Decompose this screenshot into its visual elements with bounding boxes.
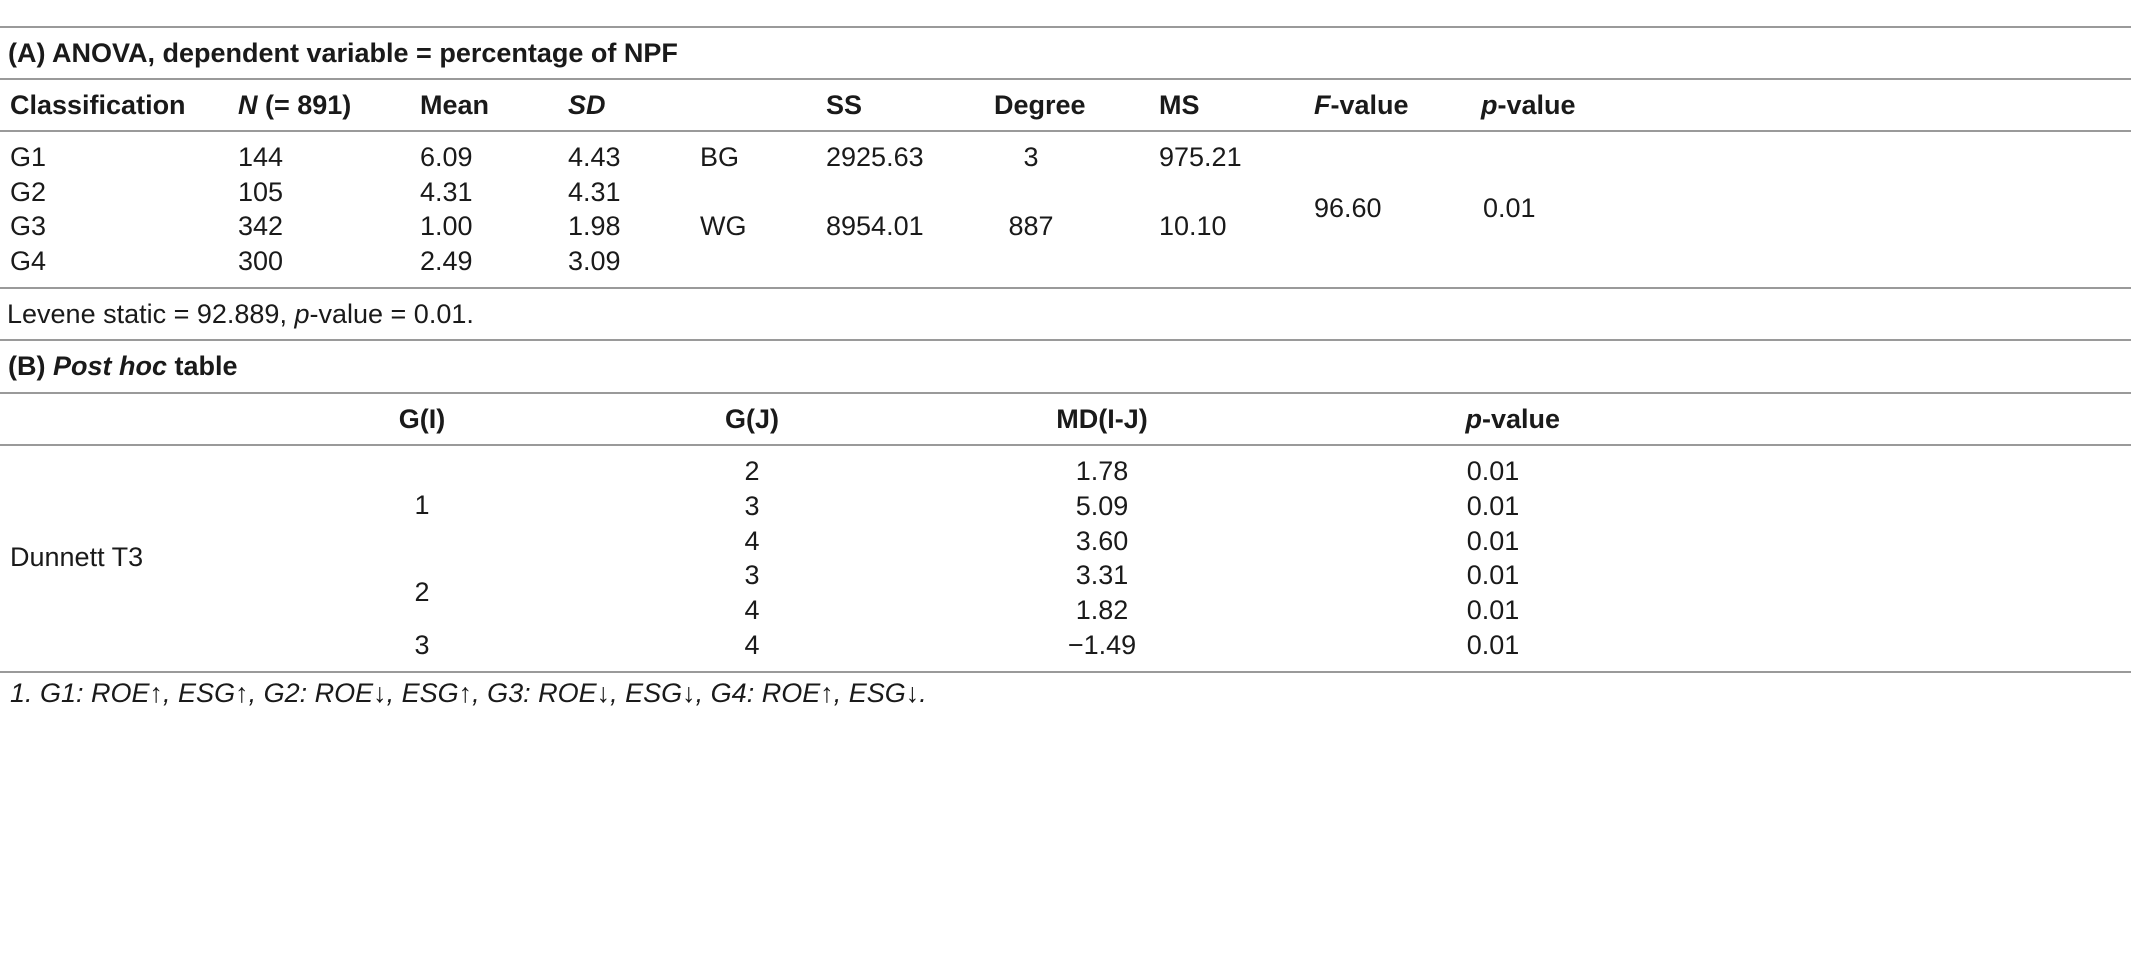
header-p-suffix: -value <box>1497 90 1576 120</box>
bg-ms: 975.21 <box>1159 142 1242 172</box>
header-ss: SS <box>826 90 863 120</box>
levene-prefix: Levene static = 92.889, <box>7 299 295 329</box>
wg-ms: 10.10 <box>1159 211 1227 241</box>
header-degree: Degree <box>994 90 1086 120</box>
b-p-value: 0.01 <box>1466 560 1520 590</box>
section-a-title: (A) ANOVA, dependent variable = percenta… <box>8 38 678 68</box>
row-mean: 6.09 <box>420 142 473 172</box>
row-n: 300 <box>238 246 284 276</box>
gi-label: 1 <box>414 490 430 520</box>
header-mean: Mean <box>420 90 490 120</box>
md-value: 5.09 <box>1075 491 1129 521</box>
header-sd: SD <box>568 90 606 120</box>
rule-a-header <box>0 130 2131 132</box>
rule-levene <box>0 339 2131 341</box>
header-b-p-suffix: -value <box>1481 404 1560 434</box>
md-value: 1.82 <box>1075 595 1129 625</box>
f-value: 96.60 <box>1314 193 1382 223</box>
row-sd: 1.98 <box>568 211 621 241</box>
rule-a-body <box>0 287 2131 289</box>
header-md: MD(I-J) <box>1056 404 1148 434</box>
header-f-suffix: -value <box>1330 90 1409 120</box>
section-b-title: (B) Post hoc table <box>8 350 238 382</box>
rule-b-title <box>0 392 2131 394</box>
row-n: 342 <box>238 211 284 241</box>
wg-degree: 887 <box>1008 211 1054 241</box>
gj-value: 2 <box>744 456 760 486</box>
header-n-symbol: N <box>238 90 258 120</box>
b-p-value: 0.01 <box>1466 526 1520 556</box>
section-b-title-suffix: table <box>167 351 238 381</box>
header-p-value: p-value <box>1481 89 1576 121</box>
header-gj: G(J) <box>725 404 779 434</box>
top-cut-text-area <box>0 0 2131 12</box>
row-mean: 4.31 <box>420 177 473 207</box>
b-p-value: 0.01 <box>1466 595 1520 625</box>
row-n: 105 <box>238 177 284 207</box>
header-classification: Classification <box>10 90 186 120</box>
rule-b-body <box>0 671 2131 673</box>
p-value: 0.01 <box>1483 193 1536 223</box>
levene-suffix: -value = 0.01. <box>309 299 474 329</box>
row-sd: 4.31 <box>568 177 621 207</box>
b-p-value: 0.01 <box>1466 630 1520 660</box>
gi-label: 2 <box>414 577 430 607</box>
md-value: 1.78 <box>1075 456 1129 486</box>
row-group: G1 <box>10 142 47 172</box>
levene-note: Levene static = 92.889, p-value = 0.01. <box>7 298 474 330</box>
b-p-value: 0.01 <box>1466 456 1520 486</box>
rule-top <box>0 26 2131 28</box>
row-mean: 1.00 <box>420 211 473 241</box>
section-b-title-prefix: (B) <box>8 351 53 381</box>
gi-label: 3 <box>414 630 430 660</box>
header-b-p-value: p-value <box>1465 403 1560 435</box>
footnote: 1. G1: ROE↑, ESG↑, G2: ROE↓, ESG↑, G3: R… <box>10 678 927 708</box>
header-f-symbol: F <box>1314 90 1331 120</box>
header-p-symbol: p <box>1481 90 1498 120</box>
section-b-title-italic: Post hoc <box>52 351 167 381</box>
header-n: N (= 891) <box>238 89 351 121</box>
row-n: 144 <box>238 142 284 172</box>
gj-value: 4 <box>744 595 760 625</box>
rule-b-header <box>0 444 2131 446</box>
header-f-value: F-value <box>1314 89 1409 121</box>
gj-value: 4 <box>744 630 760 660</box>
b-p-value: 0.01 <box>1466 491 1520 521</box>
md-value: 3.31 <box>1075 560 1129 590</box>
gj-value: 3 <box>744 491 760 521</box>
md-value: 3.60 <box>1075 526 1129 556</box>
levene-p-symbol: p <box>294 299 310 329</box>
header-ms: MS <box>1159 90 1200 120</box>
header-gi: G(I) <box>398 404 446 434</box>
row-sd: 4.43 <box>568 142 621 172</box>
row-mean: 2.49 <box>420 246 473 276</box>
bg-ss: 2925.63 <box>826 142 924 172</box>
row-sd: 3.09 <box>568 246 621 276</box>
gj-value: 3 <box>744 560 760 590</box>
row-group: G4 <box>10 246 47 276</box>
rule-a-title <box>0 78 2131 80</box>
gj-value: 4 <box>744 526 760 556</box>
row-group: G2 <box>10 177 47 207</box>
md-value: −1.49 <box>1067 630 1137 660</box>
header-n-total: (= 891) <box>257 90 352 120</box>
wg-ss: 8954.01 <box>826 211 924 241</box>
method-label: Dunnett T3 <box>10 542 144 572</box>
row-group: G3 <box>10 211 47 241</box>
wg-label: WG <box>700 211 747 241</box>
bg-label: BG <box>700 142 740 172</box>
bg-degree: 3 <box>1023 142 1039 172</box>
header-b-p-symbol: p <box>1465 404 1482 434</box>
